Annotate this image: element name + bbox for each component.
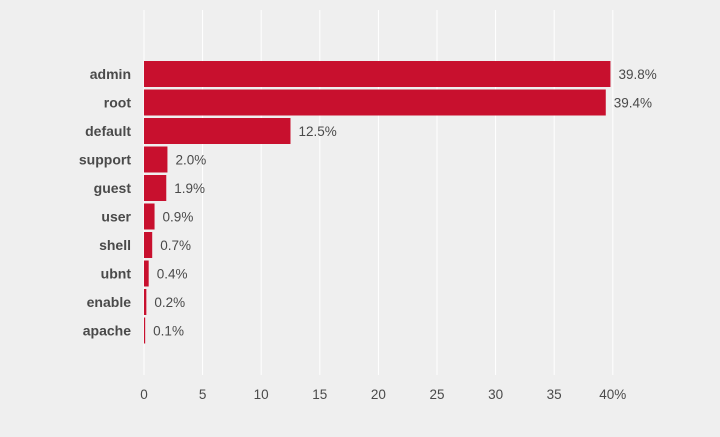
x-tick-label: 40% xyxy=(599,387,626,402)
category-label: user xyxy=(101,209,131,225)
category-label: support xyxy=(79,152,131,168)
x-tick-label: 30 xyxy=(488,387,503,402)
value-label: 2.0% xyxy=(175,153,206,168)
bar xyxy=(144,146,168,173)
value-label: 0.4% xyxy=(157,267,188,282)
x-tick-label: 10 xyxy=(254,387,269,402)
category-label: shell xyxy=(99,237,131,253)
bar xyxy=(144,89,606,116)
value-label: 0.2% xyxy=(154,295,185,310)
bars xyxy=(144,61,611,344)
category-label: admin xyxy=(90,66,131,82)
category-label: default xyxy=(85,123,131,139)
category-label: apache xyxy=(83,323,131,339)
value-label: 0.9% xyxy=(163,210,194,225)
x-tick-label: 25 xyxy=(429,387,444,402)
bar xyxy=(144,232,153,258)
value-label: 0.7% xyxy=(160,238,191,253)
bar xyxy=(144,289,147,315)
bar xyxy=(144,175,167,201)
category-label: guest xyxy=(94,180,132,196)
x-tick-label: 35 xyxy=(547,387,562,402)
x-tick-label: 5 xyxy=(199,387,207,402)
category-label: enable xyxy=(87,294,132,310)
value-label: 39.8% xyxy=(618,67,656,82)
x-tick-label: 20 xyxy=(371,387,386,402)
category-label: ubnt xyxy=(101,266,132,282)
bar xyxy=(144,61,611,87)
value-label: 39.4% xyxy=(614,96,652,111)
category-label: root xyxy=(104,95,132,111)
value-label: 0.1% xyxy=(153,324,184,339)
bar xyxy=(144,260,149,287)
x-tick-label: 0 xyxy=(140,387,148,402)
bar xyxy=(144,317,146,344)
bar xyxy=(144,203,155,230)
value-labels: 39.8% 39.4% 12.5% 2.0% 1.9% 0.9% 0.7% 0.4% 0.2% 0… xyxy=(153,67,657,339)
value-label: 12.5% xyxy=(299,124,337,139)
x-axis-tick-labels: 0 5 10 15 20 25 30 35 40% xyxy=(140,387,626,402)
bar xyxy=(144,118,291,144)
value-label: 1.9% xyxy=(174,181,205,196)
category-labels: admin root default support guest user shell ubn… xyxy=(79,66,132,339)
x-tick-label: 15 xyxy=(312,387,327,402)
